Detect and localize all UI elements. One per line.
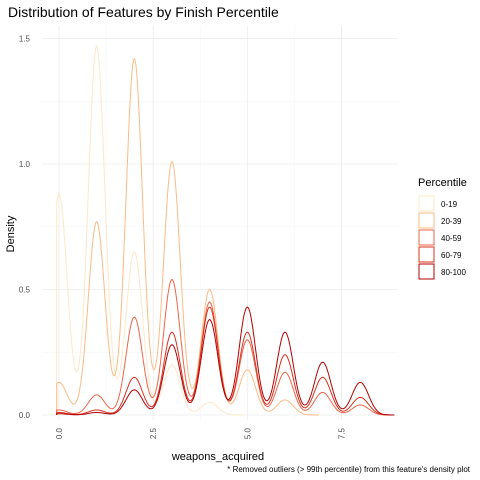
grid <box>42 26 398 420</box>
y-axis-title: Density <box>5 215 17 252</box>
legend: Percentile 0-19 20-39 40-59 60-79 80-100 <box>418 177 467 280</box>
density-curves <box>56 44 395 416</box>
y-tick-label: 1.5 <box>19 35 31 44</box>
x-axis-title: weapons_acquired <box>171 451 264 463</box>
x-axis-tick-labels: 0.0 2.5 5.0 7.5 <box>55 427 347 439</box>
y-axis-tick-labels: 0.0 0.5 1.0 1.5 <box>19 35 31 420</box>
legend-label: 20-39 <box>441 217 462 226</box>
legend-key-0-19 <box>418 195 435 212</box>
x-tick-label: 0.0 <box>55 427 64 439</box>
legend-title: Percentile <box>418 177 467 189</box>
legend-label: 60-79 <box>441 251 462 260</box>
y-tick-label: 0.0 <box>19 411 31 420</box>
density-curve-20-39 <box>56 57 319 416</box>
legend-key-40-59 <box>418 229 435 246</box>
density-curve-60-79 <box>56 306 395 416</box>
legend-key-20-39 <box>418 212 435 229</box>
x-tick-label: 2.5 <box>149 427 158 439</box>
chart-title: Distribution of Features by Finish Perce… <box>8 4 279 20</box>
legend-key-60-79 <box>418 246 435 263</box>
y-tick-label: 0.5 <box>19 286 31 295</box>
legend-key-80-100 <box>418 263 435 280</box>
chart-caption: * Removed outliers (> 99th percentile) f… <box>227 465 471 474</box>
legend-label: 40-59 <box>441 234 462 243</box>
x-tick-label: 7.5 <box>337 427 346 439</box>
y-tick-label: 1.0 <box>19 160 31 169</box>
legend-label: 0-19 <box>441 200 458 209</box>
legend-label: 80-100 <box>441 268 466 277</box>
density-curve-0-19 <box>56 44 244 416</box>
x-tick-label: 5.0 <box>243 427 252 439</box>
density-curve-80-100 <box>56 306 395 416</box>
